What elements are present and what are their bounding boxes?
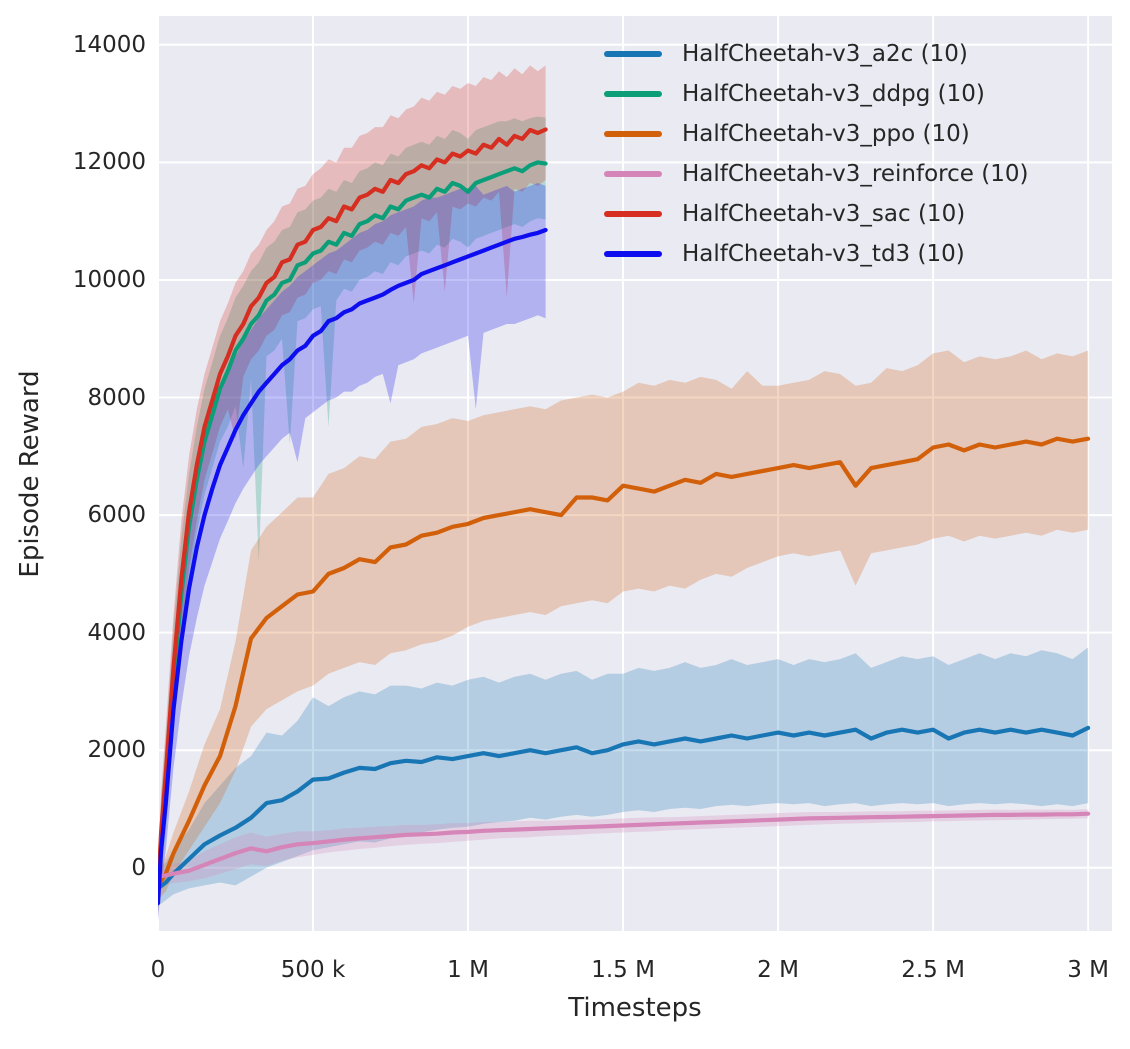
legend-row: HalfCheetah-v3_a2c (10) [604, 34, 1028, 74]
legend-line-swatch [604, 211, 662, 217]
grid [157, 16, 1112, 931]
y-tick-label: 12000 [72, 149, 146, 176]
legend-line-swatch [604, 91, 662, 97]
legend-row: HalfCheetah-v3_ddpg (10) [604, 74, 1028, 114]
legend-line-swatch [604, 51, 662, 57]
x-tick-label: 2 M [757, 957, 799, 983]
x-tick-label: 500 k [280, 957, 346, 983]
y-tick-label: 2000 [87, 737, 146, 764]
series-band [158, 116, 546, 912]
legend-row: HalfCheetah-v3_td3 (10) [604, 234, 1028, 274]
x-axis-label: Timesteps [568, 993, 702, 1023]
legend-label: HalfCheetah-v3_reinforce (10) [682, 161, 1029, 187]
series-line [158, 725, 1091, 891]
x-tick-label: 0 [150, 957, 166, 983]
series-line [158, 811, 1091, 879]
series-line [158, 127, 548, 897]
legend-label: HalfCheetah-v3_ddpg (10) [682, 81, 985, 107]
series-line [158, 160, 548, 894]
series-line [158, 227, 548, 906]
series-band [158, 65, 546, 915]
series-band [158, 350, 1089, 901]
series-layer [158, 65, 1091, 921]
y-axis-label: Episode Reward [15, 370, 45, 578]
legend-line-swatch [604, 131, 662, 137]
y-tick-label: 14000 [72, 31, 146, 58]
legend-row: HalfCheetah-v3_reinforce (10) [604, 154, 1028, 194]
y-tick-label: 10000 [72, 266, 146, 293]
legend: HalfCheetah-v3_a2c (10) HalfCheetah-v3_dd… [604, 34, 1028, 274]
legend-row: HalfCheetah-v3_ppo (10) [604, 114, 1028, 154]
y-tick-label: 6000 [87, 502, 146, 529]
legend-line-swatch [604, 251, 662, 257]
legend-label: HalfCheetah-v3_td3 (10) [682, 241, 965, 267]
y-tick-label: 4000 [87, 619, 146, 646]
series-line [158, 436, 1091, 888]
legend-line-swatch [604, 171, 662, 177]
x-tick-label: 3 M [1067, 957, 1110, 983]
series-band [158, 647, 1089, 906]
y-tick-label: 8000 [87, 384, 146, 411]
series-band [158, 809, 1089, 886]
x-tick-label: 2.5 M [901, 957, 965, 983]
legend-label: HalfCheetah-v3_sac (10) [682, 201, 966, 227]
x-tick-label: 1 M [447, 957, 489, 983]
y-tick-label: 0 [131, 854, 146, 881]
x-tick-label: 1.5 M [591, 957, 655, 983]
legend-label: HalfCheetah-v3_a2c (10) [682, 41, 968, 67]
legend-row: HalfCheetah-v3_sac (10) [604, 194, 1028, 234]
series-band [158, 183, 546, 921]
legend-label: HalfCheetah-v3_ppo (10) [682, 121, 970, 147]
